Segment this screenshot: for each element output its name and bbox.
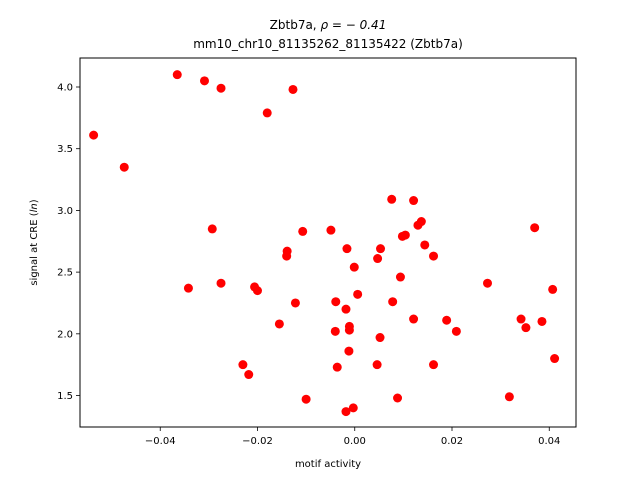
data-point	[504, 392, 514, 402]
data-point	[376, 244, 386, 254]
x-axis-ticks: −0.04 −0.02 0.00 0.02 0.04	[145, 427, 560, 447]
x-tick-label: 0.04	[538, 436, 560, 447]
data-point	[537, 316, 547, 326]
data-point	[344, 346, 354, 356]
y-tick-label: 3.5	[57, 144, 73, 155]
data-point	[516, 314, 526, 324]
data-point	[341, 407, 351, 417]
data-point	[388, 297, 398, 307]
data-point	[332, 362, 342, 372]
y-tick-label: 1.5	[57, 391, 73, 402]
x-tick-label: 0.02	[441, 436, 463, 447]
data-point	[395, 272, 405, 282]
data-point	[216, 278, 226, 288]
data-point	[290, 298, 300, 308]
y-tick-label: 2.0	[57, 329, 73, 340]
data-point	[416, 217, 426, 227]
data-points	[89, 70, 560, 417]
x-tick-label: −0.04	[145, 436, 176, 447]
data-point	[442, 315, 452, 325]
data-point	[331, 297, 341, 307]
y-axis-label: signal at CRE (ln)	[29, 199, 40, 285]
data-point	[341, 304, 351, 314]
data-point	[375, 333, 385, 343]
data-point	[387, 194, 397, 204]
data-point	[244, 370, 254, 380]
data-point	[483, 278, 492, 288]
data-point	[372, 360, 382, 370]
data-point	[429, 360, 439, 370]
data-point	[119, 162, 129, 172]
data-point	[274, 319, 284, 329]
y-tick-label: 3.0	[57, 206, 73, 217]
data-point	[344, 325, 354, 335]
y-axis-ticks: 1.5 2.0 2.5 3.0 3.5 4.0	[57, 83, 80, 402]
data-point	[207, 224, 217, 234]
data-point	[199, 76, 209, 86]
y-tick-label: 4.0	[57, 83, 73, 94]
data-point	[252, 286, 262, 296]
data-point	[326, 225, 336, 235]
chart-title-line2: mm10_chr10_81135262_81135422 (Zbtb7a)	[193, 37, 463, 51]
data-point	[288, 84, 298, 94]
data-point	[550, 354, 560, 364]
data-point	[262, 108, 272, 118]
data-point	[216, 83, 226, 93]
data-point	[409, 314, 419, 324]
data-point	[282, 251, 292, 261]
data-point	[393, 393, 403, 403]
data-point	[429, 251, 439, 261]
data-point	[330, 326, 340, 336]
x-tick-label: 0.00	[344, 436, 366, 447]
data-point	[521, 323, 531, 333]
chart-title-line1: Zbtb7a, ρ = − 0.41	[270, 18, 387, 32]
y-tick-label: 2.5	[57, 268, 73, 279]
x-axis-label: motif activity	[295, 459, 361, 470]
data-point	[409, 196, 419, 206]
data-point	[172, 70, 182, 80]
data-point	[353, 289, 363, 299]
data-point	[301, 394, 311, 404]
data-point	[400, 230, 410, 240]
data-point	[420, 240, 430, 250]
data-point	[530, 223, 540, 233]
data-point	[348, 403, 358, 413]
data-point	[238, 360, 248, 370]
plot-frame	[79, 57, 577, 428]
data-point	[373, 254, 383, 264]
x-tick-label: −0.02	[242, 436, 273, 447]
data-point	[451, 326, 461, 336]
data-point	[298, 226, 308, 236]
data-point	[548, 284, 558, 294]
data-point	[349, 262, 359, 272]
data-point	[89, 130, 99, 140]
data-point	[183, 283, 193, 293]
data-point	[342, 244, 352, 254]
